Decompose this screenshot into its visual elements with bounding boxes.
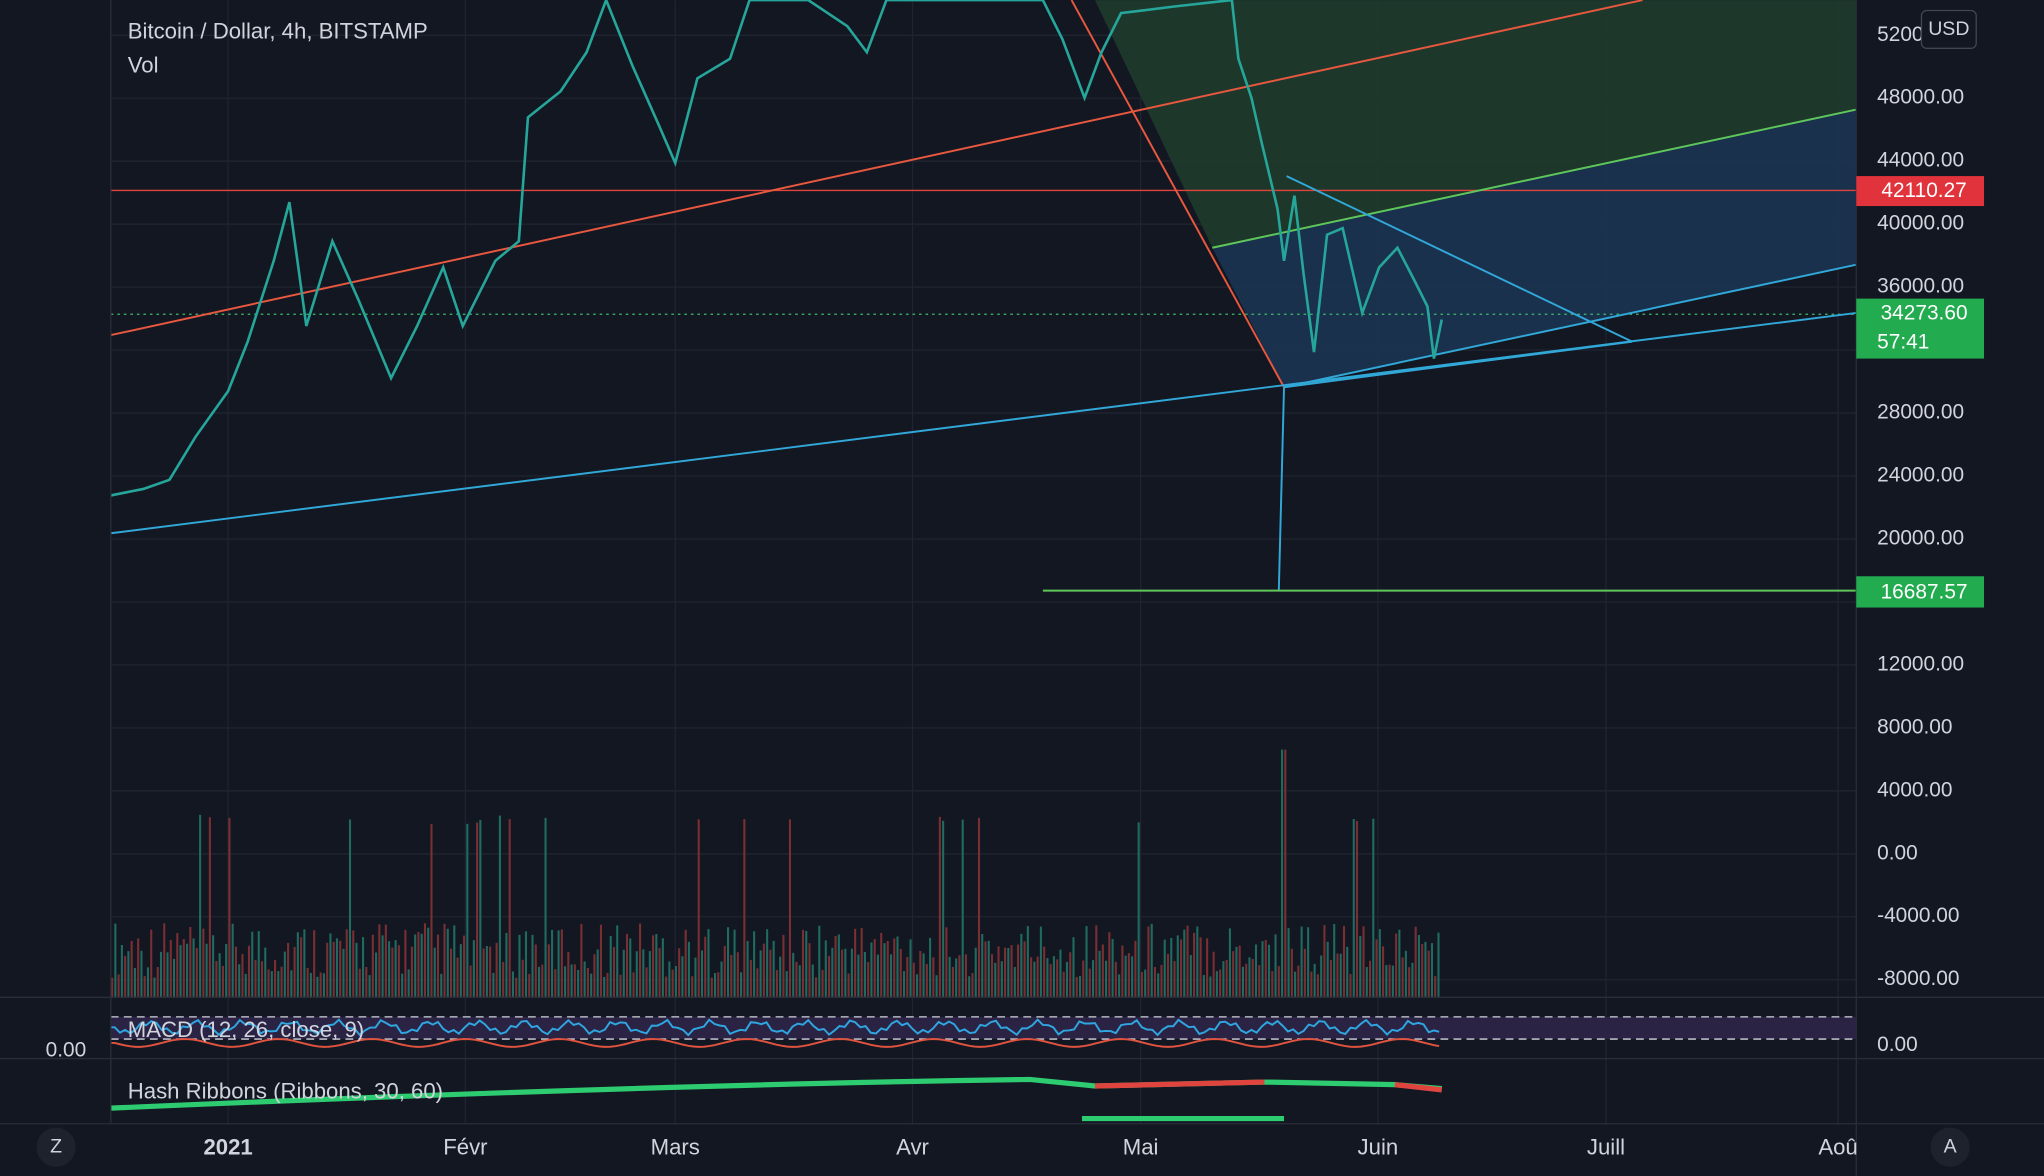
price-label: 28000.00: [1877, 401, 1964, 424]
time-label: Mai: [1123, 1134, 1159, 1159]
price-label: 12000.00: [1877, 652, 1964, 675]
hash-ribbon-fast: [110, 1076, 1442, 1111]
time-label: Avr: [896, 1134, 929, 1159]
price-label: -8000.00: [1877, 967, 1959, 990]
price-label: -4000.00: [1877, 904, 1959, 927]
currency-button-label[interactable]: USD: [1928, 18, 1969, 40]
price-label: 24000.00: [1877, 464, 1964, 487]
blue-wedge-top: [1286, 175, 1633, 343]
price-label: 44000.00: [1877, 149, 1964, 172]
resistance-badge-label: 42110.27: [1881, 179, 1966, 202]
green-trendline: [1212, 108, 1857, 249]
price-label: 0.00: [1877, 841, 1918, 864]
target-badge: [1856, 576, 1985, 608]
price-label: 20000.00: [1877, 526, 1964, 549]
signal-line: [110, 1038, 1440, 1048]
time-label: Juill: [1587, 1134, 1625, 1159]
price-label: 48000.00: [1877, 86, 1964, 109]
time-label: Févr: [443, 1134, 488, 1159]
time-label: 2021: [203, 1134, 252, 1159]
volume-up: [114, 749, 1440, 998]
macd-title: MACD (12, 26, close, 9): [128, 1017, 364, 1042]
macd-line: [110, 1018, 1440, 1037]
blue-drop: [1277, 387, 1285, 591]
price-label: 36000.00: [1877, 275, 1964, 298]
blue-wedge-bottom: [1283, 340, 1633, 389]
macd-axis-label: 0.00: [1877, 1033, 1918, 1056]
blue-channel: [1283, 263, 1857, 389]
countdown-label: 57:41: [1877, 330, 1929, 353]
price-label: 40000.00: [1877, 212, 1964, 235]
target-badge-label: 16687.57: [1881, 581, 1968, 604]
hash-ribbon-capitulation: [1094, 1079, 1443, 1093]
zoom-button[interactable]: [36, 1127, 76, 1167]
currency-button[interactable]: [1920, 9, 1977, 49]
resistance-badge: [1856, 176, 1985, 207]
auto-button-label[interactable]: A: [1944, 1135, 1957, 1157]
price-trace: [110, 0, 1444, 497]
blue-zone: [1212, 109, 1857, 388]
volume-down: [111, 749, 1437, 998]
zoom-button-label[interactable]: Z: [50, 1135, 62, 1157]
volume-bars: [111, 749, 1440, 998]
time-label: Juin: [1358, 1134, 1399, 1159]
green-zone: [1095, 0, 1857, 248]
time-axis: 2021 Févr Mars Avr Mai Juin Juill Aoû: [203, 1134, 1857, 1159]
chart-title: Bitcoin / Dollar, 4h, BITSTAMP: [128, 19, 428, 44]
volume-label: Vol: [128, 52, 159, 77]
last-price-badge: [1856, 298, 1985, 359]
grid: [110, 0, 1857, 1124]
hash-ribbons-title: Hash Ribbons (Ribbons, 30, 60): [128, 1078, 443, 1103]
red-diagonal: [1070, 0, 1285, 388]
price-label: 8000.00: [1877, 715, 1952, 738]
price-label: 4000.00: [1877, 778, 1952, 801]
last-price-label: 34273.60: [1881, 302, 1968, 325]
auto-button[interactable]: [1930, 1127, 1970, 1167]
red-trendline: [110, 0, 1643, 337]
time-label: Aoû: [1818, 1134, 1857, 1159]
time-label: Mars: [651, 1134, 700, 1159]
macd-left-label: 0.00: [46, 1038, 87, 1061]
